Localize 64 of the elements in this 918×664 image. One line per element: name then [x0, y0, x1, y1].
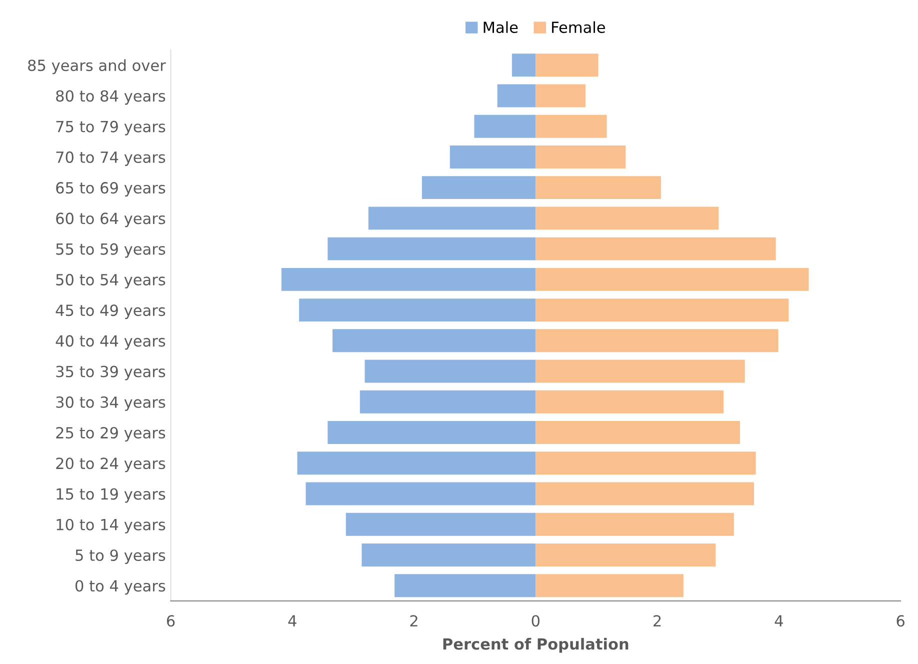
bar [536, 84, 586, 108]
bar [474, 114, 536, 138]
y-tick-label: 40 to 44 years [56, 335, 166, 350]
legend-label: Female [552, 21, 605, 34]
bar [536, 360, 745, 383]
y-tick-label: 85 years and over [28, 59, 166, 74]
bar [368, 206, 536, 230]
bar [450, 145, 536, 168]
bar [536, 298, 789, 322]
bar [299, 298, 536, 322]
x-tick-label: 0 [532, 615, 540, 627]
y-tick-label: 30 to 34 years [56, 396, 166, 411]
y-tick-label: 50 to 54 years [56, 274, 166, 288]
bar [536, 574, 684, 598]
bar [536, 54, 598, 77]
bar [536, 114, 607, 138]
bar [536, 176, 661, 200]
bar [281, 268, 536, 291]
x-tick-label: 6 [166, 615, 175, 627]
bar [332, 329, 536, 352]
x-tick-label: 4 [288, 615, 296, 626]
y-tick-label: 15 to 19 years [56, 488, 166, 503]
bar [536, 145, 626, 168]
y-tick-label: 70 to 74 years [56, 151, 166, 166]
bar [497, 84, 536, 108]
bar [536, 237, 776, 260]
bar [306, 482, 536, 506]
bar [346, 512, 536, 536]
bar [360, 390, 536, 414]
bar [364, 360, 536, 383]
bar [536, 329, 778, 352]
bar [328, 237, 536, 260]
bar [536, 482, 754, 506]
bar [362, 544, 536, 566]
bar [536, 206, 719, 230]
y-tick-label: 75 to 79 years [56, 120, 166, 136]
x-axis-title: Percent of Population [443, 638, 628, 653]
y-tick-label: 65 to 69 years [56, 182, 166, 197]
y-tick-label: 80 to 84 years [56, 90, 166, 105]
bar [422, 176, 536, 200]
x-tick-label: 4 [774, 615, 783, 626]
bar [512, 54, 536, 77]
y-tick-label: 60 to 64 years [56, 212, 166, 228]
bar [394, 574, 536, 598]
y-tick-label: 55 to 59 years [56, 243, 166, 258]
x-tick-label: 6 [896, 615, 904, 627]
y-tick-label: 25 to 29 years [56, 426, 166, 442]
bar [536, 544, 716, 566]
y-tick-label: 45 to 49 years [56, 304, 166, 320]
bar [536, 512, 734, 536]
y-tick-label: 0 to 4 years [76, 580, 166, 595]
bar [297, 452, 536, 475]
y-tick-label: 10 to 14 years [56, 518, 166, 534]
bar [536, 390, 724, 414]
bar [536, 268, 809, 291]
x-tick-label: 2 [654, 615, 661, 626]
bar [536, 421, 740, 444]
x-tick-label: 2 [410, 615, 418, 626]
bar [536, 452, 756, 475]
y-tick-label: 35 to 39 years [56, 366, 166, 380]
bar [328, 421, 536, 444]
y-tick-label: 5 to 9 years [76, 549, 166, 564]
y-tick-label: 20 to 24 years [56, 458, 166, 472]
legend-label: Male [484, 21, 518, 34]
